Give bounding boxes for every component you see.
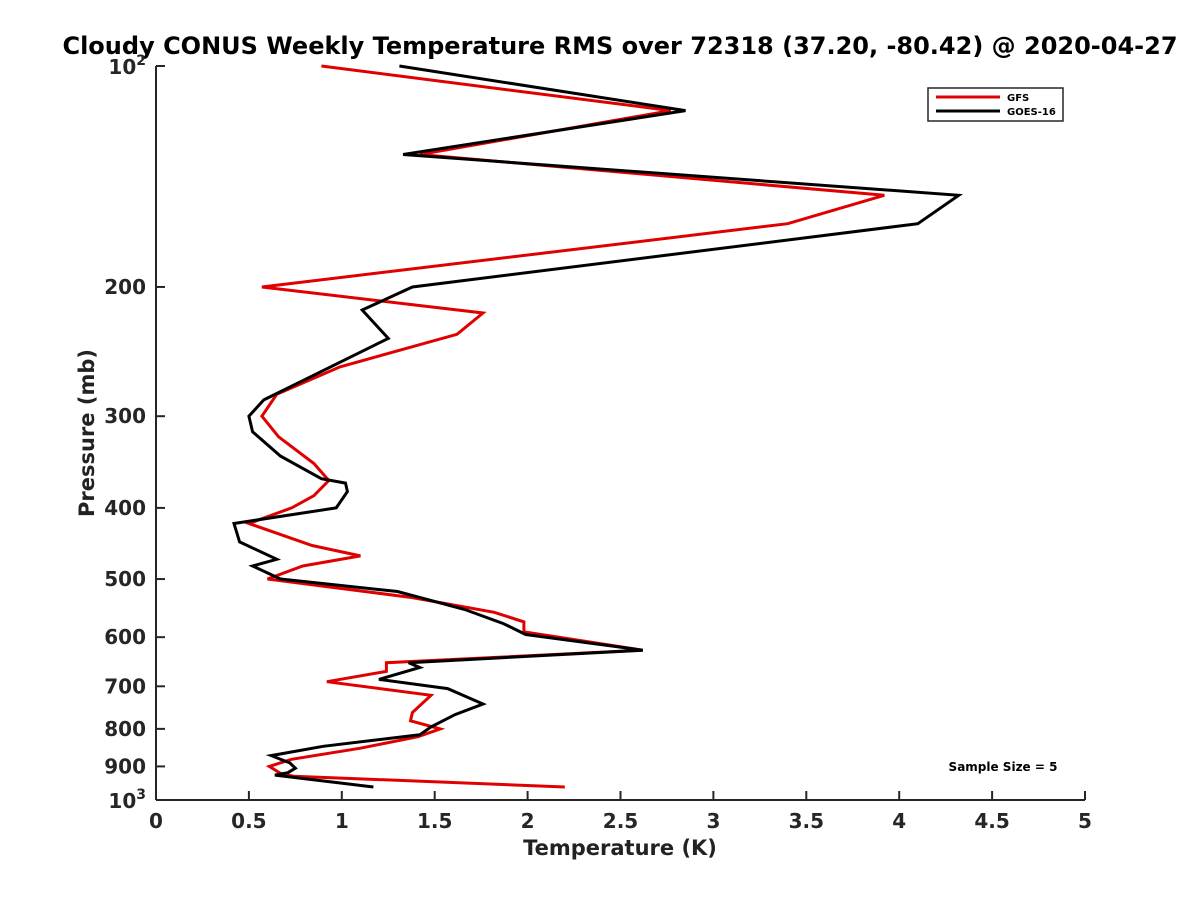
- x-tick-label: 3: [706, 809, 720, 833]
- series-line-goes-16: [232, 64, 964, 789]
- x-axis-ticks: 0 0.5 1 1.5 2 2.5 3 3.5 4 4.5 5: [149, 791, 1092, 833]
- legend-box: [927, 87, 1064, 122]
- x-tick-label: 5: [1078, 809, 1092, 833]
- y-tick-label: 500: [104, 567, 146, 591]
- y-tick-label-power: 103: [108, 787, 146, 813]
- y-tick-label: 700: [104, 674, 146, 698]
- legend-label: GOES-16: [1007, 107, 1056, 118]
- x-tick-label: 3.5: [789, 809, 824, 833]
- x-tick-label: 1.5: [417, 809, 452, 833]
- x-tick-label: 2: [521, 809, 535, 833]
- plot-axes: [155, 66, 1085, 801]
- y-tick-exponent: 3: [136, 787, 146, 803]
- chart-title: Cloudy CONUS Weekly Temperature RMS over…: [62, 32, 1177, 60]
- y-tick-label-power: 102: [108, 53, 146, 79]
- series-line-gfs: [244, 64, 885, 789]
- x-tick-label: 0: [149, 809, 163, 833]
- legend: GFS GOES-16: [927, 87, 1064, 122]
- x-tick-label: 4: [892, 809, 906, 833]
- x-axis-label: Temperature (K): [523, 836, 717, 860]
- y-tick-base: 10: [108, 55, 136, 79]
- y-tick-label: 900: [104, 754, 146, 778]
- y-tick-label: 600: [104, 625, 146, 649]
- sample-size-annotation: Sample Size = 5: [949, 760, 1058, 774]
- y-axis-label: Pressure (mb): [75, 349, 99, 517]
- y-tick-label: 200: [104, 275, 146, 299]
- x-tick-label: 0.5: [231, 809, 266, 833]
- x-tick-label: 4.5: [974, 809, 1009, 833]
- y-tick-label: 400: [104, 496, 146, 520]
- x-tick-label: 2.5: [603, 809, 638, 833]
- y-tick-exponent: 2: [136, 53, 146, 69]
- series-lines: [232, 64, 964, 789]
- y-tick-label: 300: [104, 404, 146, 428]
- y-tick-base: 10: [108, 789, 136, 813]
- x-tick-label: 1: [335, 809, 349, 833]
- y-tick-label: 800: [104, 717, 146, 741]
- legend-label: GFS: [1007, 93, 1029, 104]
